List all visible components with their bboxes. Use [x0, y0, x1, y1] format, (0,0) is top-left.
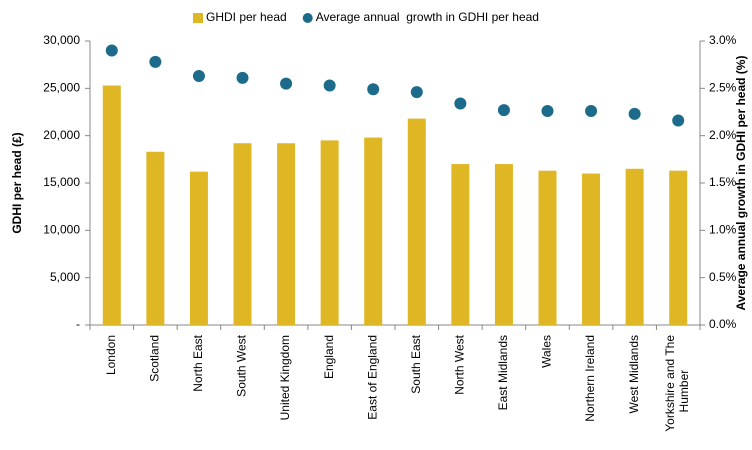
x-tick-label: South East	[409, 334, 423, 393]
dot	[280, 77, 293, 90]
legend-symbol	[302, 13, 313, 23]
x-tick-label: East of England	[365, 335, 379, 420]
y-tick-label: 5,000	[50, 270, 80, 284]
dot	[541, 105, 554, 118]
dot	[585, 105, 598, 118]
bar	[102, 85, 121, 325]
x-tick-label: United Kingdom	[278, 335, 292, 420]
y-axis-title: GDHI per head (£)	[10, 132, 24, 233]
bar	[625, 168, 644, 325]
x-tick-label: North East	[191, 334, 205, 391]
bar	[277, 143, 296, 325]
dot	[149, 55, 162, 68]
y2-tick-label: 3.0%	[709, 33, 737, 47]
x-tick-label: Wales	[540, 335, 554, 368]
y2-tick-label: 0.0%	[709, 317, 737, 331]
y2-tick-label: 2.0%	[709, 128, 737, 142]
x-tick-label: West Midlands	[627, 335, 641, 413]
legend-label: Average annual growth in GDHI per head	[316, 10, 539, 24]
dot	[236, 71, 249, 84]
bar	[407, 118, 426, 325]
bar	[451, 164, 470, 325]
legend-symbol	[193, 13, 203, 23]
dot	[323, 79, 336, 92]
x-tick-label: England	[322, 335, 336, 379]
legend-label: GHDI per head	[206, 10, 287, 24]
bar	[146, 151, 165, 325]
y-tick-label: 20,000	[43, 128, 80, 142]
dot	[410, 86, 423, 99]
bar	[538, 170, 557, 325]
x-tick-label: South West	[235, 334, 249, 396]
y2-tick-label: 1.5%	[709, 175, 737, 189]
dot	[497, 104, 510, 117]
y-tick-label: 25,000	[43, 81, 80, 95]
x-tick-label: Yorkshire and TheHumber	[663, 335, 691, 432]
dot	[105, 44, 118, 57]
bar	[320, 140, 339, 325]
x-tick-label-line: Humber	[677, 370, 691, 413]
bar	[189, 171, 208, 325]
bar	[364, 137, 383, 325]
x-tick-label: London	[104, 335, 118, 375]
dot	[192, 70, 205, 83]
dot	[672, 114, 685, 127]
bar	[669, 170, 688, 325]
dot	[367, 83, 380, 96]
y2-tick-label: 2.5%	[709, 81, 737, 95]
y-tick-label: 15,000	[43, 175, 80, 189]
y2-axis-title: Average annual growth in GDHI per head (…	[734, 56, 748, 311]
bar	[582, 173, 601, 325]
x-tick-label-line: Yorkshire and The	[663, 335, 677, 432]
y2-tick-label: 0.5%	[709, 270, 737, 284]
x-tick-label: Scotland	[148, 335, 162, 382]
x-tick-label: North West	[453, 334, 467, 394]
y-tick-label: 30,000	[43, 33, 80, 47]
x-tick-label: East Midlands	[496, 335, 510, 410]
bar	[494, 164, 513, 325]
y-tick-label: 10,000	[43, 223, 80, 237]
x-tick-label: Northern Ireland	[583, 335, 597, 422]
dot	[454, 97, 467, 110]
y-tick-label: -	[76, 317, 80, 331]
bar	[233, 143, 252, 325]
dot	[628, 107, 641, 120]
y2-tick-label: 1.0%	[709, 223, 737, 237]
